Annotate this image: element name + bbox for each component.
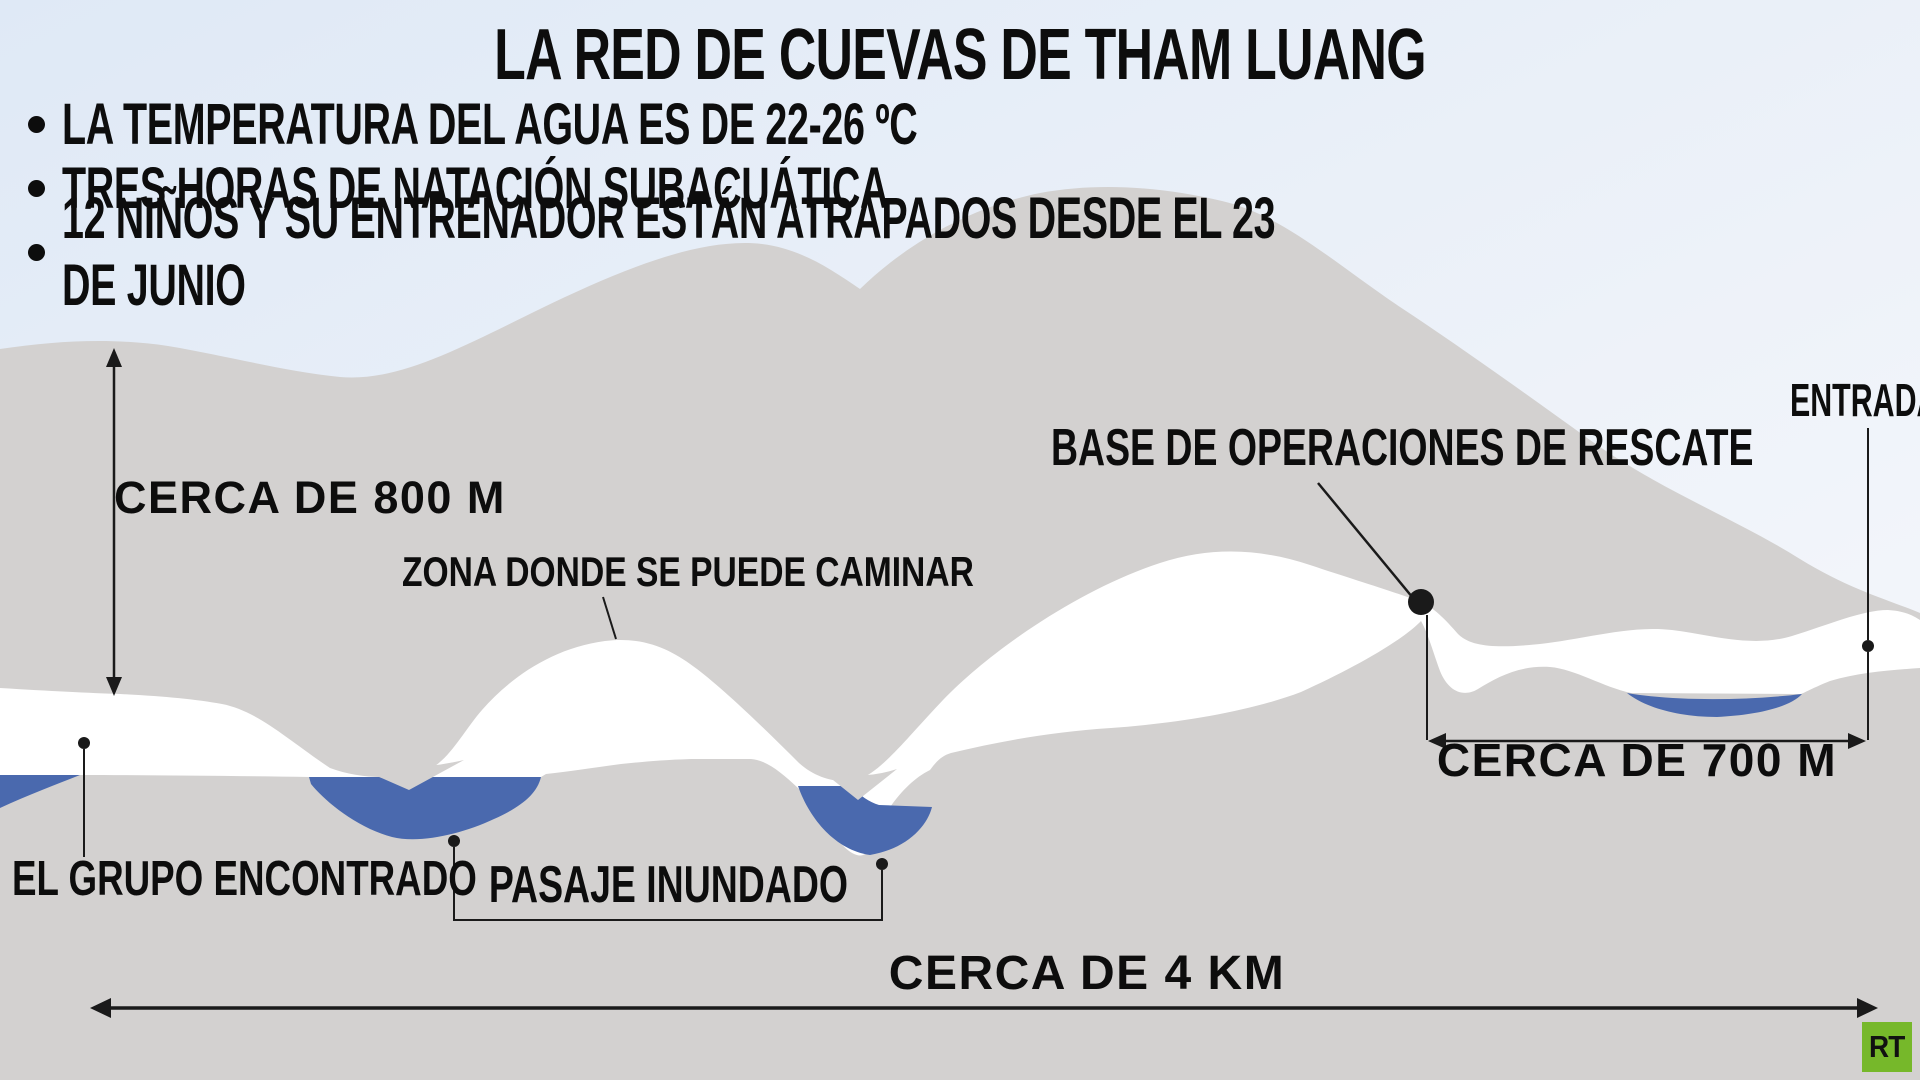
entrance-dot bbox=[1862, 640, 1874, 652]
fact-text: LA TEMPERATURA DEL AGUA ES DE 22-26 ºC bbox=[62, 91, 918, 157]
group-found-dot bbox=[78, 737, 90, 749]
cave-tunnel bbox=[0, 551, 1920, 856]
walk-zone-label-text: ZONA DONDE SE PUEDE CAMINAR bbox=[402, 548, 974, 595]
bracket-700m-arrow-left bbox=[1428, 733, 1446, 749]
bracket-700m-arrow-right bbox=[1848, 733, 1866, 749]
distance-entrance-label: CERCA DE 700 M bbox=[1387, 737, 1887, 783]
depth-arrow-head-up bbox=[106, 348, 122, 367]
entrance-label: ENTRADA bbox=[1790, 377, 1920, 423]
group-found-label: EL GRUPO ENCONTRADO bbox=[12, 855, 632, 904]
flooded-pool-2-dot bbox=[876, 858, 888, 870]
fact-text: TRES HORAS DE NATACIÓN SUBACUÁTICA bbox=[62, 155, 889, 221]
water-flooded-pool-2 bbox=[798, 786, 932, 855]
rescue-base-label-text: BASE DE OPERACIONES DE RESCATE bbox=[1051, 419, 1754, 477]
distance-total-label-text: CERCA DE 4 KM bbox=[888, 947, 1286, 1000]
mountain-silhouette bbox=[0, 187, 1920, 1080]
fact-list: LA TEMPERATURA DEL AGUA ES DE 22-26 ºC T… bbox=[28, 91, 1920, 318]
depth-arrow-head-down bbox=[106, 677, 122, 696]
page-title-text: LA RED DE CUEVAS DE THAM LUANG bbox=[494, 15, 1426, 95]
fact-item-trapped: 12 NIÑOS Y SU ENTRENADOR ESTÁN ATRAPADOS… bbox=[28, 186, 1920, 318]
water-flooded-pool-1 bbox=[309, 777, 541, 840]
roof-wedge-pool-2 bbox=[818, 768, 897, 800]
depth-label: CERCA DE 800 M bbox=[114, 475, 506, 520]
rescue-base-label: BASE DE OPERACIONES DE RESCATE bbox=[1051, 422, 1920, 474]
group-found-label-text: EL GRUPO ENCONTRADO bbox=[12, 852, 477, 906]
flooded-passage-bracket bbox=[453, 847, 883, 921]
distance-entrance-label-text: CERCA DE 700 M bbox=[1436, 734, 1838, 786]
page-title: LA RED DE CUEVAS DE THAM LUANG bbox=[0, 14, 1920, 96]
fact-text: 12 NIÑOS Y SU ENTRENADOR ESTÁN ATRAPADOS… bbox=[62, 186, 1276, 318]
flooded-pool-1-dot bbox=[448, 835, 460, 847]
roof-wedge-pool-1 bbox=[345, 760, 464, 790]
distance-total-label: CERCA DE 4 KM bbox=[837, 950, 1337, 998]
entrance-label-text: ENTRADA bbox=[1790, 374, 1920, 426]
walk-zone-label: ZONA DONDE SE PUEDE CAMINAR bbox=[402, 551, 1117, 593]
walk-zone-leader-line bbox=[602, 596, 617, 640]
flooded-passage-label-text: PASAJE INUNDADO bbox=[488, 856, 848, 914]
water-entrance-pool bbox=[1627, 693, 1802, 717]
rescue-base-dot bbox=[1408, 589, 1434, 615]
total-length-arrow-head-right bbox=[1857, 998, 1878, 1018]
rt-logo-text: RT bbox=[1869, 1029, 1905, 1064]
fact-item-swimming: TRES HORAS DE NATACIÓN SUBACUÁTICA bbox=[28, 155, 1920, 221]
fact-item-temperature: LA TEMPERATURA DEL AGUA ES DE 22-26 ºC bbox=[28, 91, 1920, 157]
total-length-arrow-head-left bbox=[90, 998, 111, 1018]
rescue-base-leader-line bbox=[1317, 482, 1414, 599]
rt-logo: RT bbox=[1862, 1022, 1912, 1072]
water-left-edge bbox=[0, 775, 80, 808]
depth-label-text: CERCA DE 800 M bbox=[114, 472, 506, 523]
bullet-dot-icon bbox=[28, 243, 45, 261]
bullet-dot-icon bbox=[28, 115, 45, 133]
flooded-passage-label: PASAJE INUNDADO bbox=[418, 859, 918, 911]
bullet-dot-icon bbox=[28, 179, 45, 197]
